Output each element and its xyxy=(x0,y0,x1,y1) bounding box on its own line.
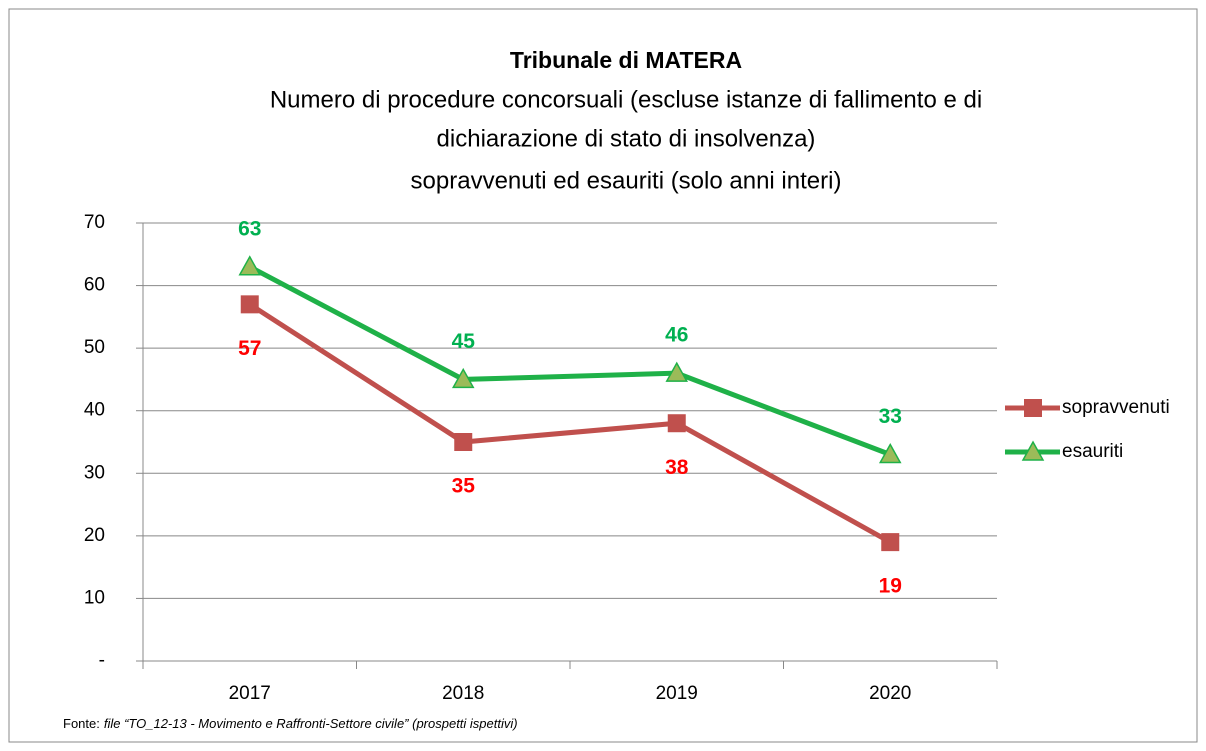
series-line xyxy=(248,264,892,457)
y-tick-label: 70 xyxy=(84,212,105,233)
marker xyxy=(240,295,259,314)
data-label: 45 xyxy=(452,330,476,353)
marker xyxy=(451,367,475,389)
source-text: file “TO_12-13 - Movimento e Raffronti-S… xyxy=(104,716,518,731)
data-label: 46 xyxy=(665,324,688,347)
source-label: Fonte: xyxy=(63,716,100,731)
chart-subtitle: sopravvenuti ed esauriti (solo anni inte… xyxy=(411,167,842,194)
y-tick-label: 50 xyxy=(84,337,105,358)
data-label: 63 xyxy=(238,217,261,240)
data-label: 33 xyxy=(879,405,902,428)
x-tick-label: 2017 xyxy=(229,683,271,704)
y-tick-label: - xyxy=(99,650,105,671)
marker xyxy=(454,433,473,451)
data-label: 57 xyxy=(238,337,261,360)
marker xyxy=(1024,399,1042,417)
series-line xyxy=(248,302,892,545)
source: Fonte: file “TO_12-13 - Movimento e Raffr… xyxy=(63,716,518,731)
marker xyxy=(1021,440,1045,461)
y-tick-label: 30 xyxy=(84,462,105,483)
x-tick-label: 2020 xyxy=(869,683,911,704)
marker xyxy=(881,533,900,552)
y-tick-label: 40 xyxy=(84,400,105,421)
legend-label: esauriti xyxy=(1062,441,1123,462)
y-tick-label: 60 xyxy=(84,275,105,296)
x-tick-label: 2019 xyxy=(656,683,698,704)
chart-title: Tribunale di MATERA xyxy=(510,47,742,73)
data-label: 35 xyxy=(452,475,476,498)
marker xyxy=(238,255,262,276)
y-tick-label: 10 xyxy=(84,587,105,608)
y-tick-label: 20 xyxy=(84,525,105,546)
legend-label: sopravvenuti xyxy=(1062,397,1170,418)
marker xyxy=(667,414,686,433)
data-label: 38 xyxy=(665,456,689,479)
marker xyxy=(878,442,902,464)
chart-subtitle: Numero di procedure concorsuali (escluse… xyxy=(270,86,982,113)
x-tick-label: 2018 xyxy=(442,683,484,704)
chart-subtitle: dichiarazione di stato di insolvenza) xyxy=(437,125,816,152)
marker xyxy=(665,361,689,382)
data-label: 19 xyxy=(879,575,902,598)
